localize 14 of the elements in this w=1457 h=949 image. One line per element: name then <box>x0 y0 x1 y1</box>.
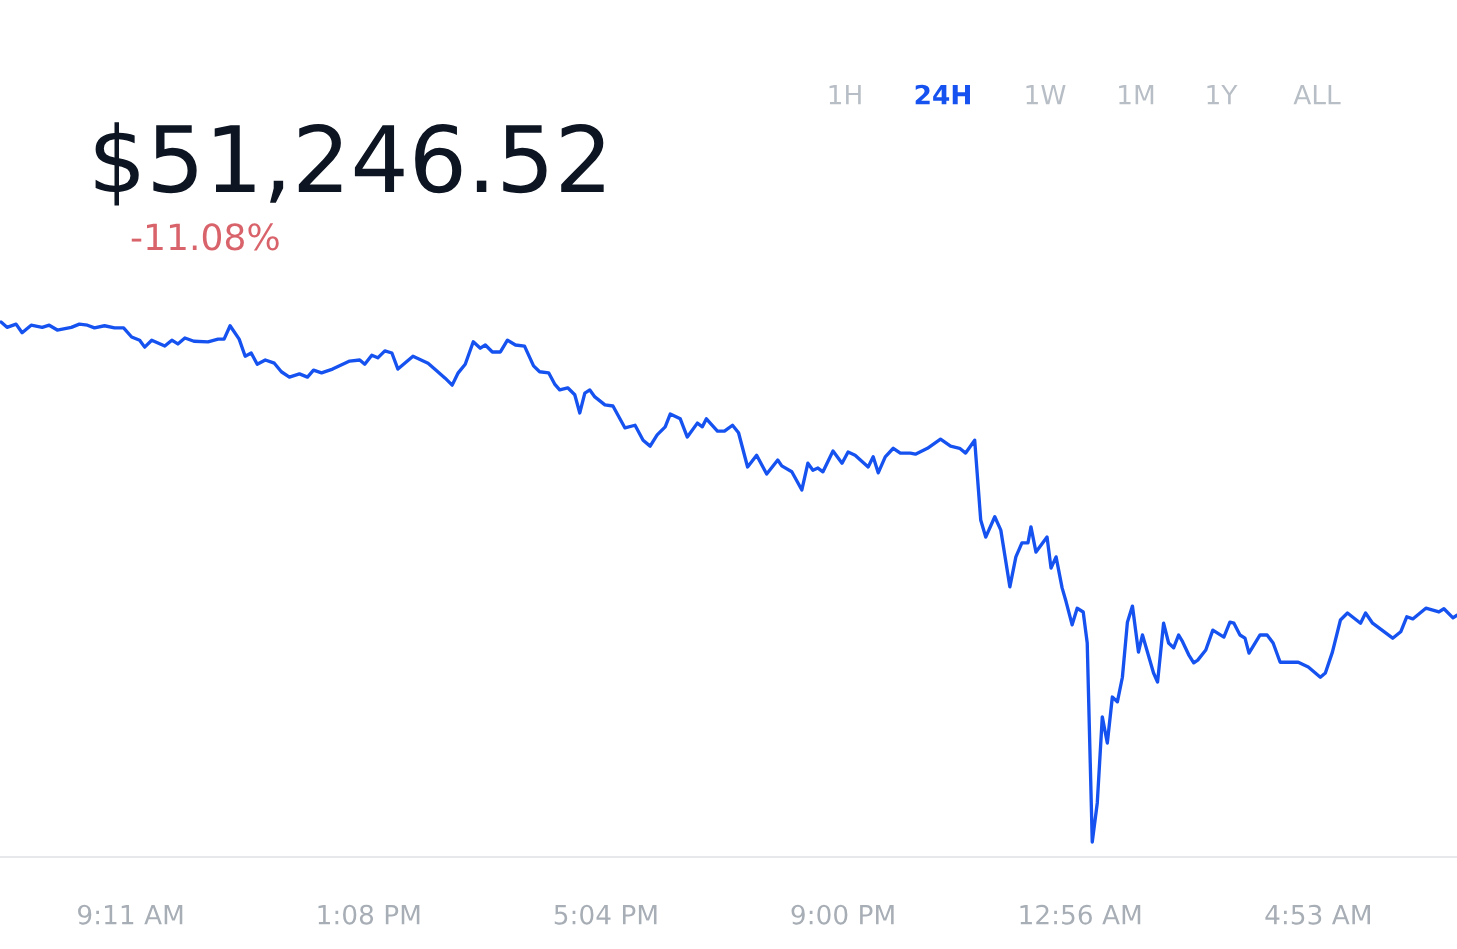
text: 1Y <box>1207 85 1238 105</box>
x-tick-label: 9:00 PM <box>791 904 894 925</box>
text: 24H <box>915 84 970 105</box>
chart-title: $51,246.52 <box>95 122 604 206</box>
chart-subtitle: -11.08% <box>131 223 279 251</box>
text: ALL <box>1293 85 1341 105</box>
text: 1H <box>829 85 861 105</box>
x-tick-label: 1:08 PM <box>318 904 420 925</box>
x-tick-label: 12:56 AM <box>1020 904 1141 925</box>
x-tick-label: 4:53 AM <box>1265 904 1370 925</box>
x-tick-label: 9:11 AM <box>78 904 183 925</box>
text: 1W <box>1026 85 1066 105</box>
x-tick-label: 5:04 PM <box>554 904 657 925</box>
text: 1M <box>1119 85 1154 105</box>
